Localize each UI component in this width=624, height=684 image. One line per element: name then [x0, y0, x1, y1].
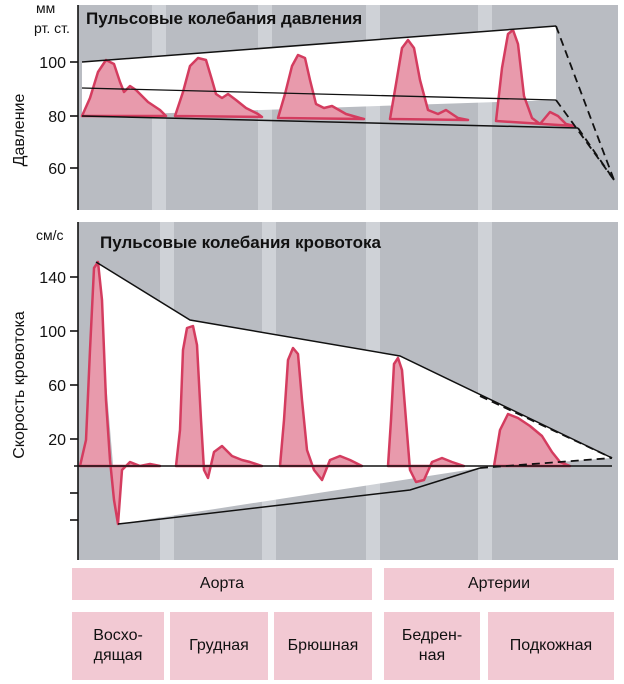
pressure-tick-marks	[70, 61, 78, 169]
pressure-wave-subcutaneous	[494, 28, 576, 128]
flow-upper-envelope-line	[95, 261, 613, 459]
flow-tick-label: 20	[48, 432, 66, 449]
pressure-unit-line1: мм	[36, 0, 55, 16]
group-label-arteries: Артерии	[384, 568, 614, 600]
segment-label-ascending-line2: дящая	[93, 647, 143, 664]
flow-wave-subcutaneous	[492, 412, 572, 468]
pressure-wave-abdominal	[276, 53, 366, 121]
pressure-tick-label: 100	[39, 55, 66, 72]
diastolic-line	[81, 115, 579, 129]
flow-panel: см/с Пульсовые колебания кровотока 140 1…	[11, 222, 618, 560]
flow-title: Пульсовые колебания кровотока	[100, 233, 382, 252]
segment-label-subcutaneous: Подкожная	[488, 612, 614, 680]
segment-label-femoral-line2: ная	[418, 647, 446, 664]
flow-tick-label: 100	[39, 324, 66, 341]
flow-tick-label: 60	[48, 378, 66, 395]
pressure-extrapolation	[555, 25, 615, 181]
flow-tick-label: 140	[39, 270, 66, 287]
mean-pressure-line	[81, 87, 557, 101]
pressure-panel: мм рт. ст. Пульсовые колебания давления …	[11, 0, 618, 210]
pressure-wave-ascending	[80, 58, 168, 118]
flow-wave-thoracic	[174, 324, 264, 480]
pressure-unit-line2: рт. ст.	[34, 20, 70, 36]
flow-wave-femoral	[386, 356, 466, 484]
flow-wave-ascending	[78, 260, 162, 526]
pressure-waves	[80, 28, 576, 128]
flow-axis-title: Скорость кровотока	[11, 311, 28, 459]
pressure-wave-thoracic	[173, 56, 264, 119]
flow-wave-abdominal	[278, 346, 364, 482]
flow-waves	[78, 260, 572, 526]
pressure-tick-label: 60	[48, 161, 66, 178]
segment-label-femoral: Бедрен- ная	[384, 612, 480, 680]
group-label-aorta: Аорта	[72, 568, 372, 600]
segment-label-thoracic: Грудная	[170, 612, 268, 680]
flow-unit: см/с	[36, 227, 64, 243]
pressure-wave-femoral	[388, 38, 470, 122]
segment-label-abdominal: Брюшная	[274, 612, 372, 680]
pressure-title: Пульсовые колебания давления	[86, 9, 362, 28]
flow-lower-envelope-line	[117, 467, 481, 525]
pressure-tick-label: 80	[48, 109, 66, 126]
flow-extrapolation	[479, 395, 613, 469]
segment-label-ascending-line1: Восхо-	[93, 627, 143, 644]
pressure-axis-title: Давление	[11, 94, 28, 167]
segment-label-ascending: Восхо- дящая	[72, 612, 164, 680]
systolic-line	[81, 25, 557, 63]
segment-label-femoral-line1: Бедрен-	[401, 627, 463, 644]
flow-tick-marks	[70, 276, 78, 521]
